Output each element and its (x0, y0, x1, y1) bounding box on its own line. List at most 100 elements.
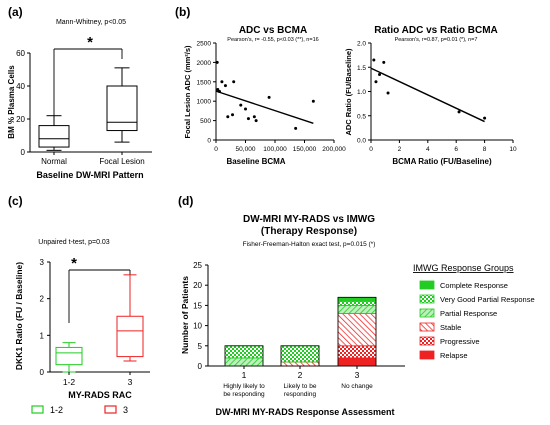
br-y-tick-label: 0.5 (357, 113, 366, 120)
bl-point (216, 88, 220, 92)
panel-a-significance: * (87, 34, 93, 51)
panel-d-legend-swatch (419, 322, 435, 332)
br-x-tick-label: 2 (398, 146, 402, 153)
panel-c-legend-swatch (31, 405, 44, 414)
bl-point (294, 126, 298, 130)
panel-d-legend: Complete Response Very Good Partial Respo… (419, 280, 535, 360)
panel-a-x-ticks: Normal Focal Lesion (41, 152, 145, 166)
panel-a-x-tick-label: Normal (41, 157, 67, 166)
bl-point (254, 119, 258, 123)
panel-d-legend-swatch (419, 350, 435, 360)
bl-fit-line (215, 90, 314, 124)
br-x-tick-label: 0 (369, 146, 373, 153)
panel-b-right-x-label: BCMA Ratio (FU/Baseline) (392, 157, 492, 166)
bl-point (252, 115, 256, 119)
panel-d-x-tick-sublabel: responding (284, 391, 317, 398)
panel-b-left-x-ticks: 0 50,000 100,000 150,000 200,000 (214, 140, 346, 153)
panel-b-left-y-ticks: 0 500 1000 1500 2000 2500 (197, 41, 216, 145)
bl-y-tick-label: 2000 (197, 60, 212, 67)
panel-d-y-ticks: 0 5 10 15 20 25 (193, 261, 208, 371)
panel-d-bars (224, 296, 377, 367)
panel-d-y-tick-label: 20 (193, 281, 202, 290)
panel-d-x-tick-sublabel: Likely to be (284, 383, 317, 390)
br-y-tick-label: 1.0 (357, 89, 366, 96)
panel-d-bar-very-good-partial-response (224, 345, 264, 359)
br-x-tick-label: 8 (483, 146, 487, 153)
panel-d-x-tick-label: 2 (298, 370, 303, 380)
bl-point (223, 84, 227, 88)
panel-b-right-stat-note: Pearson's, r=0.87, p=0.01 (*), n=7 (395, 37, 478, 43)
panel-c-label: (c) (8, 194, 23, 208)
bl-point (231, 113, 235, 117)
panel-d-x-tick-label: 3 (355, 370, 360, 380)
panel-d-title: DW-MRI MY-RADS vs IMWG (243, 214, 375, 225)
panel-b-right-fit (370, 67, 485, 123)
panel-c-y-tick-label: 1 (40, 331, 45, 340)
br-y-tick-label: 2.0 (357, 41, 366, 48)
panel-d-y-tick-label: 15 (193, 301, 202, 310)
br-point (382, 60, 386, 64)
bl-x-tick-label: 200,000 (322, 146, 346, 153)
bl-point (244, 107, 247, 111)
panel-d-y-tick-label: 0 (198, 362, 203, 371)
bl-y-tick-label: 2500 (197, 41, 212, 48)
br-x-tick-label: 10 (509, 146, 517, 153)
panel-a-y-label: BM % Plasma Cells (7, 65, 16, 139)
panel-d-bar-partial-response (224, 357, 264, 367)
panel-b-left-y-label: Focal Lesion ADC (mm²/s) (183, 45, 192, 139)
br-fit-line (370, 67, 485, 123)
panel-c-y-tick-label: 0 (40, 368, 45, 377)
bl-y-tick-label: 500 (200, 118, 211, 125)
panel-d-legend-swatch (419, 336, 435, 346)
panel-c-stat-note: Unpaired t-test, p=0.03 (38, 239, 110, 246)
panel-b-right-y-label: ADC Ratio (FU/Baseline) (344, 48, 353, 136)
panel-d-bar-very-good-partial-response (280, 345, 320, 363)
panel-d-x-tick-sublabel: No change (341, 383, 373, 390)
panel-d-subtitle: (Therapy Response) (261, 226, 357, 237)
panel-c-legend: 1-2 3 (31, 405, 128, 415)
panel-c-rac3-box (116, 315, 144, 358)
panel-d-legend-label: Stable (440, 323, 461, 332)
br-point (372, 58, 376, 62)
panel-d-legend-label: Very Good Partial Response (440, 295, 535, 304)
panel-d-bar-progressive (337, 345, 377, 359)
panel-d-legend-label: Progressive (440, 337, 480, 346)
panel-c-x-label: MY-RADS RAC (68, 390, 132, 400)
panel-d-legend-label: Complete Response (440, 281, 508, 290)
panel-c-boxes (55, 274, 144, 373)
bl-x-tick-label: 50,000 (236, 146, 256, 153)
panel-d-legend-swatch (419, 294, 435, 304)
panel-c-y-ticks: 0 1 2 3 (40, 258, 50, 377)
panel-c-x-ticks: 1-2 3 (63, 372, 133, 387)
bl-point (239, 103, 243, 107)
panel-a-focal-box (106, 85, 138, 132)
panel-c-y-tick-label: 2 (40, 295, 45, 304)
panel-d-bar-relapse (337, 357, 377, 367)
bl-point (226, 115, 230, 119)
panel-d-legend-label: Relapse (440, 351, 468, 360)
bl-point (267, 95, 271, 99)
panel-d-y-tick-label: 10 (193, 322, 202, 331)
panel-d-y-label: Number of Patients (180, 276, 190, 354)
panel-d-x-tick-sublabel: Highly likely to (223, 383, 265, 390)
panel-d-x-tick-sublabel: be responding (223, 391, 265, 398)
panel-a-y-ticks: 0 20 40 60 (16, 49, 30, 157)
bl-point (311, 99, 315, 103)
panel-d-bar-very-good-partial-response (337, 300, 377, 306)
panel-c-legend-label: 1-2 (50, 405, 63, 415)
panel-a-x-tick-label: Focal Lesion (99, 157, 144, 166)
panel-b-left-title: ADC vs BCMA (239, 25, 307, 36)
panel-a: (a) Mann-Whitney, p<0.05 * 0 20 40 60 Norma… (7, 5, 152, 180)
panel-d-y-tick-label: 5 (198, 342, 203, 351)
panel-d-stat-note: Fisher-Freeman-Halton exact test, p=0.01… (243, 241, 376, 248)
panel-b-right-points (372, 58, 487, 120)
panel-b-left-stat-note: Pearson's, r= -0.55, p<0.03 (**), n=16 (227, 37, 318, 43)
bl-point (218, 90, 222, 93)
panel-b-label: (b) (175, 5, 190, 19)
panel-b: (b) ADC vs BCMA Pearson's, r= -0.55, p<0… (175, 5, 517, 166)
panel-c-x-tick-label: 3 (128, 377, 133, 387)
panel-a-x-label: Baseline DW-MRI Pattern (36, 170, 143, 180)
panel-c-y-tick-label: 3 (40, 258, 45, 267)
